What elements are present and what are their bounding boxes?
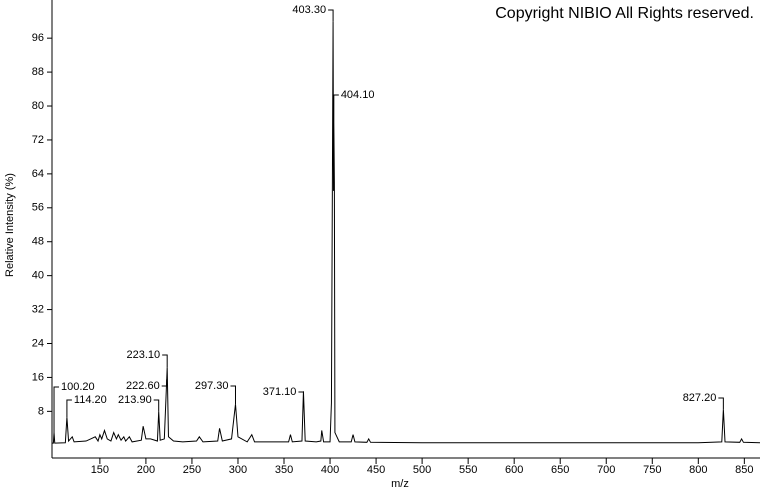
- x-tick-label: 850: [735, 464, 753, 476]
- y-tick-label: 80: [32, 100, 44, 112]
- x-tick-label: 750: [643, 464, 661, 476]
- x-tick-label: 150: [91, 464, 109, 476]
- peak-label: 114.20: [74, 394, 107, 406]
- peak-bracket: [162, 354, 168, 368]
- peak-label: 222.60: [126, 380, 160, 392]
- y-tick-label: 96: [32, 32, 44, 44]
- y-tick-label: 32: [32, 303, 44, 315]
- y-tick-label: 8: [38, 405, 44, 417]
- peak-label: 297.30: [195, 380, 229, 392]
- x-tick-label: 650: [551, 464, 569, 476]
- peak-bracket: [66, 399, 72, 418]
- y-tick-label: 48: [32, 236, 44, 248]
- peak-label: 223.10: [127, 349, 161, 361]
- y-tick-label: 16: [32, 371, 44, 383]
- x-tick-label: 300: [229, 464, 247, 476]
- y-tick-label: 24: [32, 337, 44, 349]
- x-tick-label: 450: [367, 464, 385, 476]
- y-tick-label: 56: [32, 202, 44, 214]
- peak-label: 404.10: [341, 89, 375, 101]
- peak-bracket: [333, 94, 339, 123]
- x-tick-label: 600: [505, 464, 523, 476]
- y-tick-label: 64: [32, 168, 44, 180]
- peak-label: 827.20: [683, 392, 717, 404]
- peak-bracket: [298, 391, 304, 393]
- spectrum-line: [52, 21, 760, 444]
- peak-label: 213.90: [118, 394, 152, 406]
- peak-bracket: [53, 386, 60, 433]
- x-tick-label: 700: [597, 464, 615, 476]
- x-tick-label: 200: [137, 464, 155, 476]
- peak-label: 100.20: [61, 381, 95, 393]
- y-tick-label: 40: [32, 270, 44, 282]
- peak-label: 403.30: [292, 4, 326, 16]
- x-tick-label: 350: [275, 464, 293, 476]
- x-axis-label: m/z: [391, 478, 409, 490]
- y-tick-label: 72: [32, 134, 44, 146]
- y-tick-label: 88: [32, 66, 44, 78]
- copyright: Copyright NIBIO All Rights reserved.: [495, 5, 754, 22]
- x-tick-label: 550: [459, 464, 477, 476]
- peak-bracket: [328, 9, 334, 22]
- x-tick-label: 500: [413, 464, 431, 476]
- y-axis-label: Relative Intensity (%): [4, 173, 16, 277]
- peak-bracket: [161, 379, 168, 387]
- x-tick-label: 800: [689, 464, 707, 476]
- x-tick-label: 250: [183, 464, 201, 476]
- peak-label: 371.10: [263, 386, 297, 398]
- x-tick-label: 400: [321, 464, 339, 476]
- peak-bracket: [718, 397, 724, 410]
- peak-bracket: [153, 399, 160, 412]
- peak-bracket: [230, 385, 236, 405]
